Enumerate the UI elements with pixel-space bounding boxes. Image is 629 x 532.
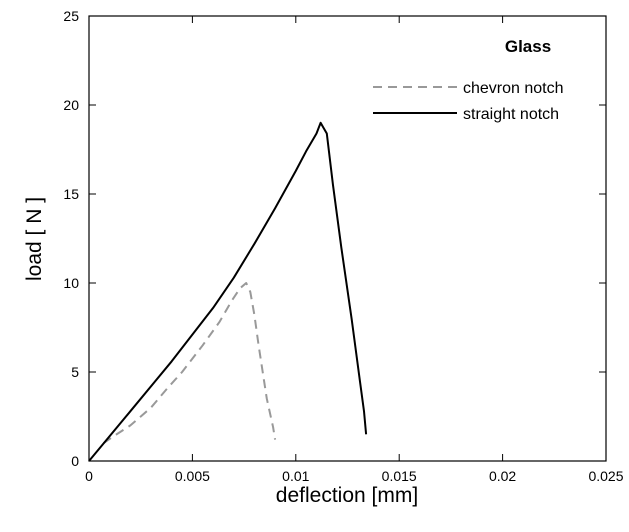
y-tick-label: 10	[63, 275, 79, 291]
y-tick-label: 20	[63, 97, 79, 113]
legend-title: Glass	[505, 37, 551, 56]
y-tick-label: 5	[71, 364, 79, 380]
x-tick-label: 0.02	[489, 468, 516, 484]
x-tick-label: 0.015	[382, 468, 417, 484]
legend-label-straight-notch: straight notch	[463, 106, 559, 123]
y-axis-title: load [ N ]	[23, 197, 46, 281]
y-tick-label: 15	[63, 186, 79, 202]
y-tick-label: 25	[63, 8, 79, 24]
series-line-straight-notch	[88, 121, 368, 462]
x-tick-label: 0.025	[588, 468, 623, 484]
x-tick-label: 0.005	[175, 468, 210, 484]
x-tick-label: 0	[85, 468, 93, 484]
y-tick-label: 0	[71, 453, 79, 469]
series-group	[88, 121, 368, 462]
legend: Glass chevron notch straight notch	[373, 37, 564, 123]
x-tick-label: 0.01	[282, 468, 309, 484]
legend-label-chevron-notch: chevron notch	[463, 80, 564, 97]
plot-frame	[88, 15, 607, 462]
x-axis-title: deflection [mm]	[276, 484, 418, 507]
series-line-chevron-notch	[102, 282, 277, 445]
tick-labels: 0 0.005 0.01 0.015 0.02 0.025 0 5 10 15 20 25	[63, 8, 623, 484]
